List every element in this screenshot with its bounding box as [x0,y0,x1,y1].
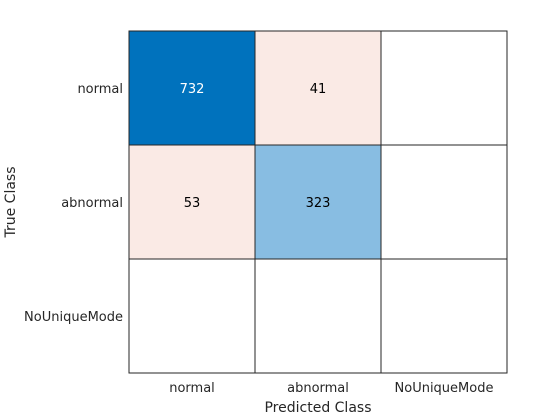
matrix-cell-1-2 [380,144,508,260]
matrix-cell-2-0 [128,258,256,374]
matrix-cell-2-1 [254,258,382,374]
cell-value-label: 41 [310,82,327,97]
cell-value-label: 53 [184,196,201,211]
x-tick-label: normal [169,381,215,396]
y-tick-label: NoUniqueMode [24,310,123,325]
y-tick-label: abnormal [61,196,123,211]
x-axis-label: Predicted Class [264,400,371,416]
axis-labels: 732 41 53 323 normal abnormal NoUniqueMode norm… [24,82,493,396]
matrix-cell-0-2 [380,30,508,146]
matrix-cells [128,30,508,374]
y-tick-label: normal [77,82,123,97]
cell-value-label: 323 [306,196,331,211]
matrix-cell-0-1 [254,30,382,146]
y-axis-label: True Class [3,166,19,238]
x-tick-label: NoUniqueMode [395,381,494,396]
matrix-cell-1-1 [254,144,382,260]
cell-value-label: 732 [180,82,205,97]
matrix-cell-0-0 [128,30,256,146]
matrix-cell-2-2 [380,258,508,374]
matrix-cell-1-0 [128,144,256,260]
x-tick-label: abnormal [287,381,349,396]
